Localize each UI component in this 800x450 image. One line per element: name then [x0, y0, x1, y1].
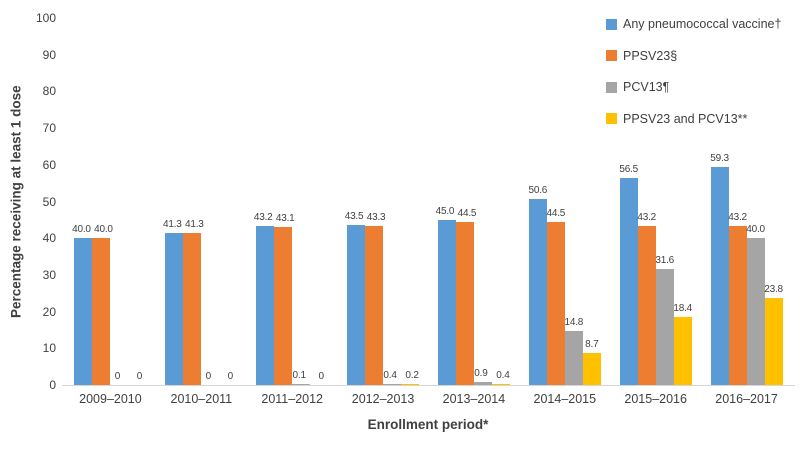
x-axis-title: Enrollment period*: [367, 417, 489, 432]
data-label: 0: [114, 371, 121, 382]
bar: [710, 167, 729, 385]
x-tick-label: 2009–2010: [79, 392, 142, 406]
y-tick-label: 100: [35, 11, 56, 25]
legend-item: Any pneumococcal vaccine†: [606, 17, 781, 31]
data-label: 50.6: [528, 185, 548, 196]
data-label: 43.2: [637, 212, 657, 223]
data-label: 23.8: [764, 284, 783, 295]
bar: [746, 238, 765, 385]
x-tick-label: 2016–2017: [715, 392, 778, 406]
bar: [582, 353, 601, 385]
legend-swatch-icon: [606, 113, 617, 124]
bar: [655, 269, 674, 385]
data-label: 43.2: [728, 212, 747, 223]
bar: [183, 233, 202, 385]
data-label: 40.0: [72, 224, 91, 235]
x-tick-label: 2013–2014: [442, 392, 506, 406]
data-label: 8.7: [585, 339, 599, 350]
bar: [637, 226, 656, 385]
data-label: 43.5: [344, 211, 364, 222]
bar: [528, 199, 547, 385]
data-label: 43.2: [253, 212, 273, 223]
legend-swatch-icon: [606, 50, 617, 61]
data-label: 45.0: [435, 206, 455, 217]
y-tick-label: 20: [42, 304, 56, 319]
legend-swatch-icon: [606, 18, 617, 30]
bar: [546, 222, 565, 385]
y-tick-label: 0: [49, 378, 56, 392]
data-label: 18.4: [673, 303, 693, 314]
data-label: 44.5: [457, 208, 477, 219]
bar: [564, 331, 583, 385]
y-tick-label: 10: [42, 341, 56, 356]
bar: [491, 384, 510, 385]
bar: [401, 384, 420, 385]
bar: [619, 178, 638, 385]
bar: [165, 233, 184, 385]
x-tick-label: 2014–2015: [533, 392, 597, 406]
legend-item: PCV13¶: [606, 80, 669, 94]
data-label: 0: [136, 371, 143, 382]
y-tick-label: 70: [42, 121, 56, 136]
x-tick-label: 2012–2013: [351, 392, 415, 406]
bar: [383, 384, 402, 385]
legend-item: PPSV23§: [606, 49, 677, 63]
bar: [365, 226, 384, 385]
bar: [292, 384, 311, 385]
legend-label: PCV13¶: [623, 80, 670, 94]
y-tick-label: 40: [42, 231, 56, 246]
y-tick-label: 50: [42, 194, 56, 209]
data-label: 0.4: [496, 370, 510, 381]
legend-label: PPSV23 and PCV13**: [623, 111, 748, 126]
x-tick-label: 2011–2012: [261, 392, 324, 406]
data-label: 41.3: [184, 219, 204, 230]
data-label: 59.3: [710, 153, 729, 164]
data-label: 43.1: [275, 213, 295, 224]
bar: [274, 227, 293, 385]
bar: [473, 382, 492, 385]
data-label: 43.3: [366, 212, 386, 223]
bar: [728, 226, 747, 385]
y-tick-label: 60: [42, 157, 56, 172]
data-label: 0.1: [292, 370, 307, 381]
bar: [92, 238, 111, 385]
data-label: 40.0: [746, 224, 765, 235]
y-tick-label: 80: [42, 84, 56, 99]
data-label: 0.4: [383, 370, 397, 381]
y-tick-label: 90: [42, 47, 56, 62]
data-label: 0.2: [405, 370, 419, 381]
data-label: 0: [227, 371, 234, 382]
legend-label: Any pneumococcal vaccine†: [623, 17, 782, 31]
x-tick-label: 2010–2011: [170, 392, 233, 406]
data-label: 0.9: [474, 368, 488, 379]
data-label: 0: [318, 371, 325, 382]
data-label: 14.8: [564, 317, 584, 328]
legend-label: PPSV23§: [623, 48, 678, 63]
x-tick-label: 2015–2016: [624, 392, 687, 406]
data-label: 56.5: [619, 164, 639, 175]
y-tick-label: 30: [42, 267, 56, 282]
legend-swatch-icon: [606, 81, 617, 93]
bar: [455, 222, 474, 385]
data-label: 41.3: [162, 219, 182, 230]
data-label: 0: [205, 371, 212, 382]
data-label: 40.0: [94, 224, 113, 235]
x-axis-line: [62, 385, 795, 386]
data-label: 31.6: [655, 255, 675, 266]
legend-item: PPSV23 and PCV13**: [606, 112, 747, 126]
bar: [764, 298, 783, 385]
data-label: 44.5: [546, 208, 566, 219]
bar: [256, 226, 275, 385]
bar: [437, 220, 456, 385]
bar: [74, 238, 93, 385]
bar: [347, 225, 366, 385]
bar: [673, 317, 692, 385]
